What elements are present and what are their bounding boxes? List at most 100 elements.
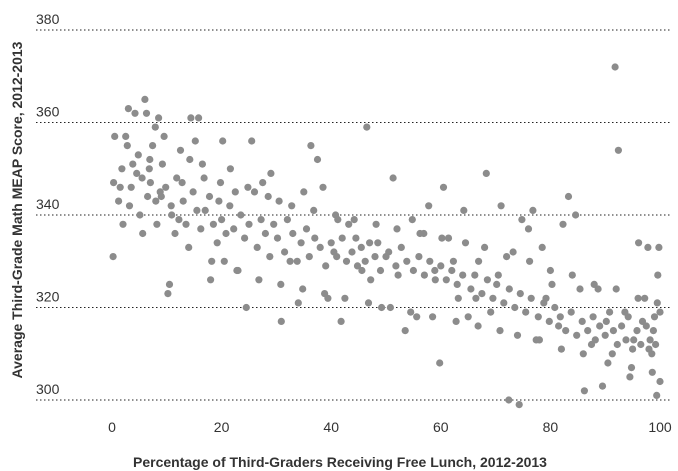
data-point xyxy=(515,401,523,409)
data-point xyxy=(626,373,634,381)
data-point xyxy=(389,174,397,182)
data-point xyxy=(156,188,164,196)
data-point xyxy=(167,202,175,210)
data-point xyxy=(208,257,216,265)
data-point xyxy=(503,253,511,261)
data-point xyxy=(353,262,362,270)
y-tick-label: 300 xyxy=(36,381,60,397)
data-point xyxy=(644,243,652,251)
x-tick-label: 80 xyxy=(543,419,559,435)
data-point xyxy=(386,303,394,312)
data-point xyxy=(197,225,205,233)
data-point xyxy=(627,364,636,372)
data-point xyxy=(393,225,401,233)
data-point xyxy=(158,160,166,168)
data-point xyxy=(118,165,126,173)
x-tick-label: 60 xyxy=(433,419,449,435)
data-point xyxy=(151,123,159,131)
data-point xyxy=(319,183,327,191)
data-point xyxy=(198,160,206,168)
data-point xyxy=(526,257,534,265)
data-point xyxy=(437,262,445,270)
data-point xyxy=(305,253,313,261)
data-point xyxy=(448,266,456,275)
data-point xyxy=(253,243,261,251)
data-point xyxy=(115,197,123,205)
data-point xyxy=(185,243,193,251)
data-point xyxy=(538,243,546,251)
data-point xyxy=(153,220,161,228)
data-point xyxy=(179,197,187,205)
data-point xyxy=(350,216,358,224)
data-point xyxy=(444,234,453,242)
data-point xyxy=(307,142,315,150)
data-point xyxy=(408,216,416,224)
data-point xyxy=(168,211,176,219)
data-point xyxy=(431,276,439,284)
y-tick-label: 380 xyxy=(36,11,60,27)
data-point xyxy=(175,216,183,224)
data-point xyxy=(333,253,341,261)
y-axis-ticks: 300 320 340 360 380 xyxy=(36,11,60,397)
data-point xyxy=(609,327,618,335)
data-point xyxy=(548,280,556,288)
data-point xyxy=(316,243,324,251)
data-point xyxy=(364,299,373,307)
data-point xyxy=(352,234,360,242)
data-point xyxy=(187,114,195,122)
data-point xyxy=(633,327,641,335)
data-point xyxy=(624,313,632,321)
data-point xyxy=(518,216,526,224)
x-tick-label: 20 xyxy=(214,419,230,435)
data-point xyxy=(342,257,351,265)
data-point xyxy=(613,340,621,349)
data-point xyxy=(460,206,468,214)
data-point xyxy=(144,192,152,201)
data-point xyxy=(218,216,226,224)
data-point xyxy=(134,151,142,159)
data-point xyxy=(277,317,285,325)
data-point xyxy=(630,336,638,344)
data-point xyxy=(111,132,119,140)
data-point xyxy=(110,179,118,187)
data-point xyxy=(133,169,141,177)
data-point xyxy=(189,188,197,196)
data-point xyxy=(487,308,495,316)
x-tick-label: 100 xyxy=(648,419,672,435)
data-point xyxy=(497,202,505,210)
data-point xyxy=(248,137,256,145)
data-point xyxy=(416,229,424,238)
x-axis-label: Percentage of Third-Graders Receiving Fr… xyxy=(133,454,547,470)
data-point xyxy=(313,155,322,164)
x-axis-ticks: 0 20 40 60 80 100 xyxy=(108,419,672,435)
data-point xyxy=(641,294,649,302)
data-point xyxy=(472,294,480,302)
data-point xyxy=(573,331,581,339)
data-point xyxy=(646,336,654,344)
data-point xyxy=(237,211,245,219)
data-point xyxy=(371,253,379,261)
data-point xyxy=(294,299,302,307)
y-axis-label: Average Third-Grade Math MEAP Score, 201… xyxy=(9,41,25,378)
data-point xyxy=(264,192,272,201)
data-point xyxy=(564,192,573,201)
data-point xyxy=(496,327,504,335)
data-point xyxy=(149,142,157,150)
data-point xyxy=(634,294,642,302)
data-point xyxy=(142,109,151,117)
data-point xyxy=(273,234,282,242)
data-point xyxy=(348,248,356,256)
data-point xyxy=(152,197,160,205)
data-point xyxy=(635,239,643,247)
data-point xyxy=(614,146,623,154)
data-point xyxy=(182,220,190,228)
data-point xyxy=(366,239,374,247)
data-point xyxy=(590,280,598,288)
data-point xyxy=(622,336,630,344)
data-point xyxy=(242,303,250,312)
data-point xyxy=(209,220,217,228)
x-tick-label: 0 xyxy=(108,419,116,435)
data-point xyxy=(426,257,434,265)
data-point xyxy=(300,188,308,196)
data-point xyxy=(562,327,570,335)
